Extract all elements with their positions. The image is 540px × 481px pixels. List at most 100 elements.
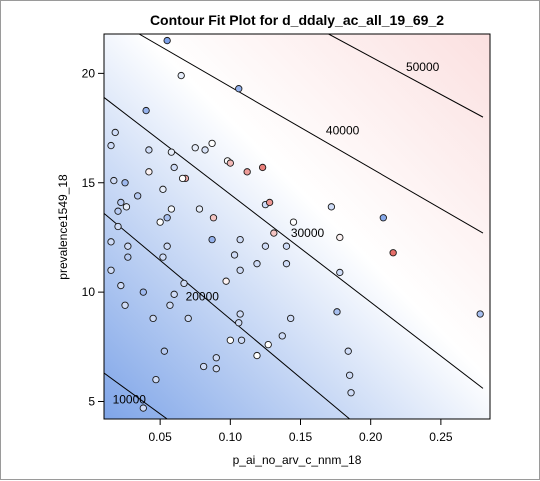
plot-background	[104, 34, 490, 419]
y-axis-label: prevalence1549_18	[56, 174, 70, 280]
contour-line-40000	[138, 34, 484, 234]
data-point	[230, 251, 239, 259]
data-point	[107, 266, 115, 274]
y-tick-label: 10	[82, 285, 96, 299]
data-point	[139, 404, 147, 412]
data-point	[117, 281, 125, 290]
x-axis: 0.05 0.10 0.15 0.20 0.25	[148, 419, 453, 444]
data-point	[142, 106, 150, 115]
data-point	[347, 389, 355, 397]
data-point	[170, 163, 178, 172]
y-tick-label: 5	[88, 395, 95, 409]
data-point	[264, 340, 272, 349]
data-point	[336, 233, 344, 242]
data-point	[237, 336, 246, 344]
data-point	[208, 139, 216, 148]
data-point	[167, 205, 176, 213]
data-point	[111, 128, 119, 137]
data-point	[110, 176, 118, 185]
x-tick-label: 0.15	[289, 430, 313, 444]
data-point	[166, 301, 174, 309]
data-point	[163, 36, 171, 45]
x-tick-label: 0.20	[359, 430, 383, 444]
contour-label: 10000	[113, 392, 147, 406]
data-point	[178, 174, 187, 183]
data-point	[253, 351, 261, 360]
data-point	[124, 253, 132, 261]
data-point	[117, 198, 125, 207]
data-point	[114, 207, 122, 215]
data-point	[236, 235, 244, 244]
data-point	[243, 168, 251, 176]
contour-label: 20000	[186, 290, 220, 304]
data-point	[235, 85, 243, 93]
contour-line-20000	[104, 212, 350, 419]
data-point	[159, 253, 167, 261]
data-point	[159, 185, 167, 193]
data-point	[200, 362, 208, 371]
data-point	[253, 260, 261, 268]
data-point	[344, 347, 352, 355]
y-axis: 5 10 15 20	[82, 66, 104, 409]
data-point	[163, 214, 171, 222]
data-point	[258, 163, 267, 172]
data-point	[145, 168, 153, 176]
contour-label: 30000	[291, 226, 325, 240]
data-point	[195, 205, 204, 213]
data-point	[236, 266, 244, 274]
data-point	[156, 218, 164, 226]
plot-border	[103, 33, 491, 420]
data-point	[184, 314, 192, 323]
y-tick-label: 20	[82, 66, 96, 80]
contour-lines	[104, 34, 484, 419]
data-point	[261, 242, 270, 250]
data-point	[287, 314, 295, 323]
data-point	[336, 268, 344, 277]
data-point	[149, 314, 157, 323]
contour-labels: 10000 20000 30000 40000 50000	[113, 60, 440, 407]
data-point	[134, 192, 142, 200]
data-point	[379, 214, 387, 222]
data-point	[139, 288, 147, 296]
data-point	[167, 148, 176, 156]
x-axis-label: p_ai_no_arv_c_nnm_18	[233, 453, 362, 467]
data-point	[265, 198, 274, 207]
data-point	[278, 332, 286, 340]
x-tick-label: 0.25	[429, 430, 453, 444]
data-point	[226, 336, 234, 344]
data-point	[389, 249, 397, 257]
x-tick-label: 0.10	[219, 430, 243, 444]
data-point	[107, 141, 115, 150]
contour-label: 50000	[406, 60, 440, 74]
data-point	[170, 290, 178, 298]
data-point	[160, 347, 169, 355]
data-point	[226, 159, 234, 167]
data-point	[282, 260, 291, 268]
data-point	[212, 354, 220, 362]
data-point	[476, 310, 484, 318]
data-point	[191, 144, 199, 152]
chart-title: Contour Fit Plot for d_ddaly_ac_all_19_6…	[150, 12, 444, 28]
scatter-points	[107, 36, 484, 412]
data-point	[209, 214, 218, 222]
data-point	[121, 179, 129, 187]
data-point	[208, 235, 216, 244]
data-point	[114, 222, 122, 231]
data-point	[212, 365, 220, 373]
data-point	[163, 242, 171, 250]
x-tick-label: 0.05	[148, 430, 172, 444]
data-point	[122, 203, 131, 211]
contour-line-10000	[104, 372, 168, 419]
data-point	[289, 218, 298, 226]
data-point	[270, 229, 278, 237]
data-point	[177, 71, 185, 80]
data-point	[121, 301, 129, 309]
contour-label: 40000	[326, 123, 360, 137]
y-tick-label: 15	[82, 176, 96, 190]
data-point	[327, 203, 336, 211]
data-point	[201, 146, 209, 154]
data-point	[124, 242, 132, 250]
data-point	[235, 319, 243, 327]
